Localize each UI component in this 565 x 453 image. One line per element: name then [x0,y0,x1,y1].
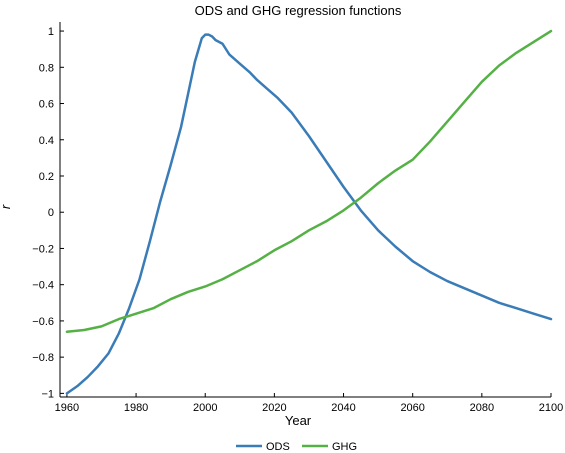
y-tick-label: −0.8 [32,352,54,364]
series-line-ghg [65,29,553,334]
x-tick-label: 1980 [124,402,148,414]
legend: ODS GHG [236,441,357,453]
y-tick-label: 0.6 [39,99,54,111]
legend-label-ghg: GHG [332,441,357,453]
y-tick-label: −0.2 [32,243,54,255]
y-tick-label: 0.8 [39,62,54,74]
x-tick-label: 2040 [331,402,355,414]
axes: 1960 1980 2000 2020 2040 2060 2080 2100 −1 −0.8 −0… [32,22,563,414]
y-tick-label: 0 [48,207,54,219]
x-tick-label: 2020 [262,402,286,414]
x-tick-label: 2060 [400,402,424,414]
x-tick-label: 1960 [55,402,79,414]
y-tick-label: −0.6 [32,316,54,328]
series-line-ods [65,33,553,395]
x-tick-label: 2080 [470,402,494,414]
plot-lines [65,29,553,395]
y-tick-label: 1 [48,26,54,38]
x-axis-label: Year [285,413,312,428]
x-tick-label: 2000 [193,402,217,414]
y-tick-label: 0.4 [39,135,54,147]
x-tick-label: 2100 [539,402,563,414]
y-tick-label: −0.4 [32,280,54,292]
y-tick-label: 0.2 [39,171,54,183]
y-tick-label: −1 [41,388,54,400]
legend-label-ods: ODS [266,441,290,453]
chart-title: ODS and GHG regression functions [195,3,402,18]
y-axis-label: r [0,204,13,209]
